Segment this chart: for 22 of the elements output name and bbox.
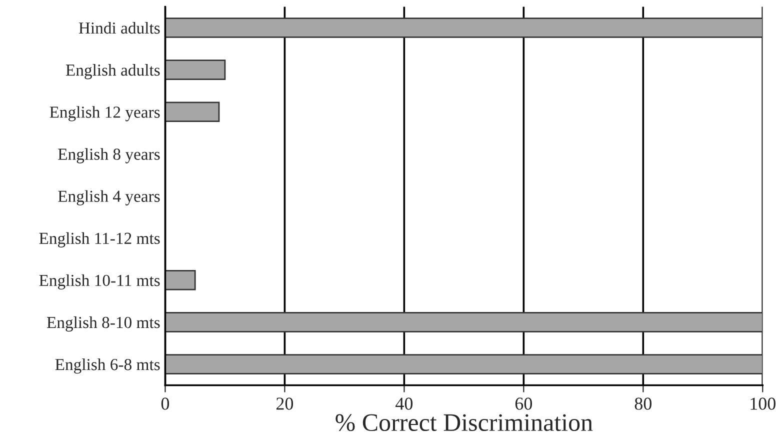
x-tick-label: 100: [750, 398, 776, 410]
x-tick-label: 80: [634, 398, 652, 410]
bar: [165, 102, 220, 122]
x-axis-title: % Correct Discrimination: [336, 414, 593, 432]
x-tick-label: 20: [276, 398, 294, 410]
bar: [165, 312, 763, 332]
x-tick-label: 60: [515, 398, 532, 410]
bar: [165, 60, 226, 80]
y-tick-label: English adults: [66, 64, 160, 80]
y-tick-label: Hindi adults: [78, 22, 160, 34]
bar: [165, 270, 196, 290]
x-tick-label: 0: [161, 398, 170, 410]
y-tick-label: English 10-11 mts: [39, 274, 160, 290]
x-tick-label: 40: [396, 398, 413, 410]
y-tick-label: English 6-8 mts: [55, 358, 160, 374]
bar: [165, 18, 763, 38]
y-tick-label: English 12 years: [50, 106, 160, 122]
y-tick-label: English 8-10 mts: [46, 316, 160, 332]
y-tick-label: English 4 years: [58, 190, 160, 206]
y-tick-label: English 11-12 mts: [39, 232, 160, 248]
y-tick-label: English 8 years: [58, 148, 160, 164]
bar: [165, 354, 763, 374]
